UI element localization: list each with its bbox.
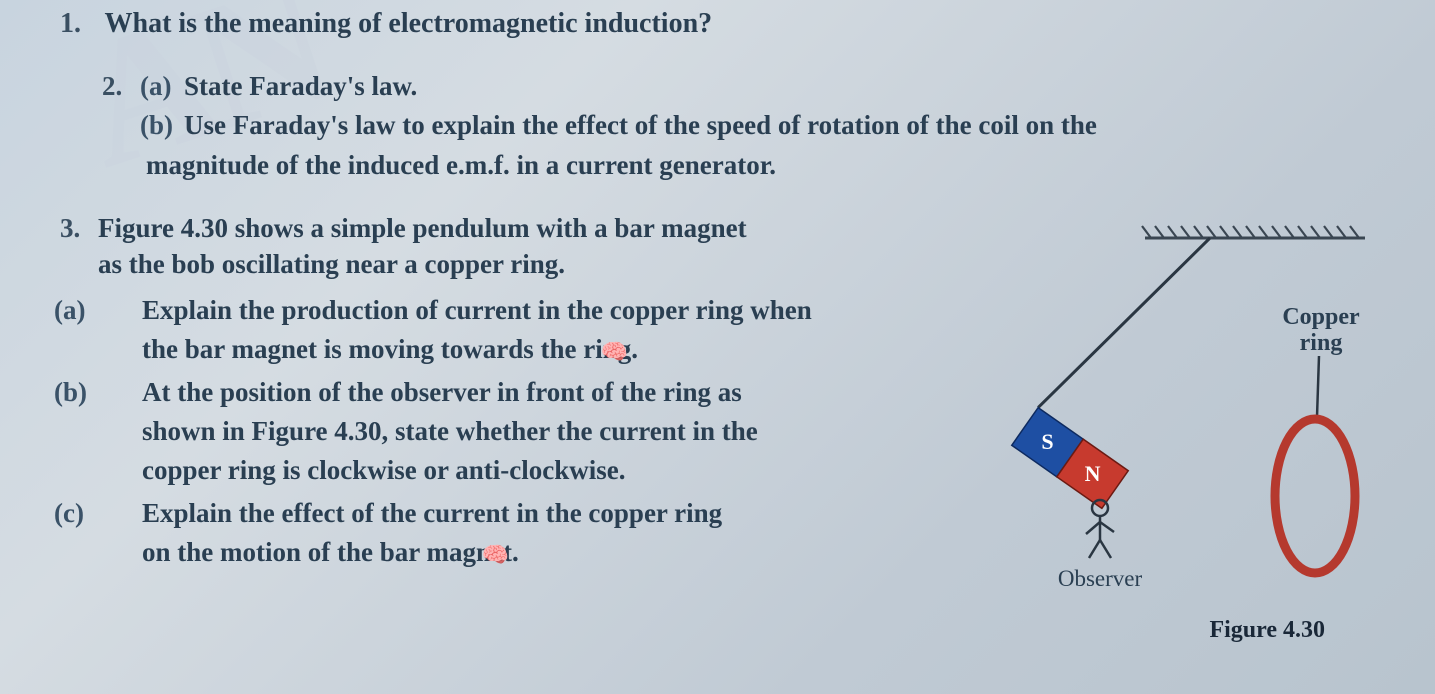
q2-b-rest: to explain the effect of the speed of ro… bbox=[396, 110, 1097, 140]
q2-a-faraday: Faraday's law. bbox=[249, 71, 417, 101]
q2-a-prefix: State bbox=[184, 71, 249, 101]
q3-c-l2: on the motion of the bar magnet. bbox=[142, 537, 519, 567]
q3-b: (b)At the position of the observer in fr… bbox=[104, 373, 937, 490]
svg-text:Copper: Copper bbox=[1282, 304, 1360, 330]
q3-b-l1: At the position of the observer in front… bbox=[142, 377, 742, 407]
question-2: 2.(a)State Faraday's law. (b)Use Faraday… bbox=[60, 68, 1395, 184]
question-1: 1. What is the meaning of electromagneti… bbox=[60, 8, 1395, 40]
q2-b: (b)Use Faraday's law to explain the effe… bbox=[60, 107, 1395, 144]
figure-4-30: SNCopperringObserver Figure 4.30 bbox=[955, 210, 1395, 616]
q3-c-l1: Explain the effect of the current in the… bbox=[142, 498, 722, 528]
q3-a-l2: the bar magnet is moving towards the rin… bbox=[142, 334, 638, 364]
svg-text:S: S bbox=[1041, 429, 1053, 454]
q2-b-line2: magnitude of the induced e.m.f. in a cur… bbox=[60, 147, 1395, 184]
q2-b-prefix: Use bbox=[184, 110, 233, 140]
q2-b-line2-text: magnitude of the induced e.m.f. in a cur… bbox=[146, 150, 776, 180]
q3-c-label: (c) bbox=[98, 494, 142, 533]
q3-b-l3: copper ring is clockwise or anti-clockwi… bbox=[142, 455, 625, 485]
q3-a-l1: Explain the production of current in the… bbox=[142, 295, 812, 325]
q1-line: 1. What is the meaning of electromagneti… bbox=[60, 8, 1395, 40]
q1-text: What is the meaning of electromagnetic i… bbox=[105, 8, 713, 39]
svg-text:ring: ring bbox=[1300, 330, 1343, 356]
q3-a: (a)Explain the production of current in … bbox=[104, 291, 937, 369]
q2-number: 2. bbox=[102, 68, 140, 105]
q3-b-label: (b) bbox=[98, 373, 142, 412]
q2-b-label: (b) bbox=[140, 107, 184, 144]
q3-intro: 3.Figure 4.30 shows a simple pendulum wi… bbox=[60, 210, 937, 283]
figure-svg: S N Copperring Observer bbox=[955, 216, 1385, 616]
q3-intro-l1: Figure 4.30 shows a simple pendulum with… bbox=[98, 213, 747, 243]
q3-number: 3. bbox=[60, 210, 98, 246]
q2-a-label: (a) bbox=[140, 68, 184, 105]
svg-text:N: N bbox=[1085, 461, 1101, 486]
svg-text:Observer: Observer bbox=[1058, 566, 1143, 591]
q3-c: (c)Explain the effect of the current in … bbox=[104, 494, 937, 572]
q3-intro-l2: as the bob oscillating near a copper rin… bbox=[60, 249, 565, 279]
q3-a-label: (a) bbox=[98, 291, 142, 330]
question-3: 3.Figure 4.30 shows a simple pendulum wi… bbox=[60, 210, 1395, 616]
figure-caption: Figure 4.30 bbox=[1209, 617, 1325, 644]
q2-spacer bbox=[102, 107, 140, 144]
q1-number: 1. bbox=[60, 8, 98, 40]
q3-b-l2: shown in Figure 4.30, state whether the … bbox=[142, 416, 758, 446]
q2-a: 2.(a)State Faraday's law. bbox=[60, 68, 1395, 105]
q2-b-faraday: Faraday's law bbox=[233, 110, 396, 140]
